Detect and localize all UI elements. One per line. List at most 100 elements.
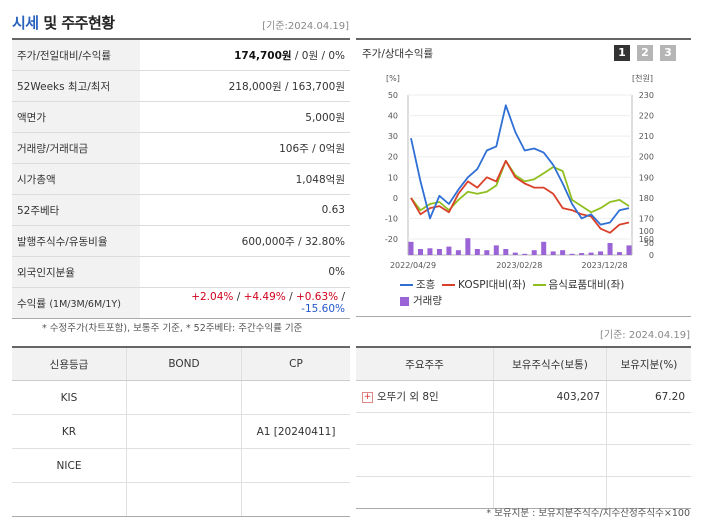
chart-tab-1[interactable]: 1 (614, 45, 630, 61)
cell: KIS (12, 380, 127, 415)
right-tick-label: 220 (639, 112, 654, 121)
company-price-line (410, 104, 630, 226)
price-change: / 0원 / 0% (291, 49, 345, 62)
holders-reference-date: [기준: 2024.04.19] (599, 330, 690, 341)
left-tick-label: 10 (388, 173, 398, 182)
cell (126, 448, 242, 483)
return-label: 수익률 (17, 297, 46, 310)
col-header: 주요주주 (356, 347, 494, 381)
chart-tab-3[interactable]: 3 (660, 45, 676, 61)
quote-label: 52주베타 (12, 194, 140, 226)
volume-bar (569, 253, 575, 255)
return-1y: -15.60% (301, 303, 345, 315)
volume-bar (579, 253, 585, 255)
return-periods: (1M/3M/6M/1Y) (49, 298, 121, 310)
table-row: KR A1 [20240411] (12, 414, 350, 449)
quote-value: 600,000주 / 32.80% (140, 225, 350, 257)
quote-table: 주가/전일대비/수익률 174,700원 / 0원 / 0% 52Weeks 최… (12, 38, 350, 319)
credit-header: 신용등급 BOND CP (12, 347, 350, 381)
volume-bar (617, 252, 623, 255)
cell (356, 444, 494, 477)
right-tick-label: 170 (639, 214, 654, 223)
chart-title: 주가/상대수익률 (362, 48, 434, 60)
table-row (356, 476, 691, 509)
quote-value: 0% (140, 256, 350, 288)
holders-header: 주요주주 보유주식수(보통) 보유지분(%) (356, 347, 691, 381)
quote-row-shares: 발행주식수/유동비율 600,000주 / 32.80% (12, 225, 350, 257)
col-header: CP (241, 347, 350, 381)
right-tick-label: 160 (639, 235, 654, 244)
quote-row-foreign: 외국인지분율 0% (12, 256, 350, 288)
quote-row-52weeks: 52Weeks 최고/최저 218,000원 / 163,700원 (12, 70, 350, 102)
quote-value: 218,000원 / 163,700원 (140, 70, 350, 102)
cell (126, 414, 242, 449)
separator: / (338, 291, 345, 303)
price-relative-return-chart: [%] [천원] 50 230 40 220 30 210 20 200 10 190 0 180 -1… (385, 73, 654, 270)
volume-bar (474, 249, 480, 255)
volume-bar (484, 250, 490, 255)
credit-rating-table: 신용등급 BOND CP KIS KR A1 [20240411] NICE (12, 346, 350, 517)
cell (12, 482, 127, 517)
left-tick-label: 40 (388, 112, 398, 121)
left-tick-label: 30 (388, 132, 398, 141)
legend-volume: 거래량 (400, 293, 442, 308)
legend-swatch (442, 284, 456, 286)
quote-label: 액면가 (12, 101, 140, 133)
cell (241, 380, 350, 415)
separator: / (285, 291, 296, 303)
volume-bar (446, 246, 452, 255)
cell (126, 380, 242, 415)
table-row: + 오뚜기 외 8인 403,207 67.20 (356, 380, 691, 413)
volume-bar (560, 250, 566, 255)
x-tick-label: 2023/02/28 (496, 261, 542, 270)
cell (606, 476, 691, 509)
volume-bar (408, 241, 414, 255)
quote-value: 106주 / 0억원 (140, 132, 350, 164)
right-tick-label: 180 (639, 194, 654, 203)
quote-footnote: * 수정주가(차트포함), 보통주 기준, * 52주베타: 주간수익률 기준 (42, 323, 303, 334)
volume-tick-label: 100 (639, 227, 654, 236)
volume-bar (626, 245, 632, 255)
right-tick-label: 230 (639, 91, 654, 100)
x-tick-label: 2022/04/29 (390, 261, 436, 270)
sector-relative-line (410, 159, 630, 214)
cell (356, 476, 494, 509)
volume-bar (522, 253, 528, 255)
cell: 403,207 (493, 380, 607, 413)
quote-row-return: 수익률 (1M/3M/6M/1Y) +2.04% / +4.49% / +0.6… (12, 287, 350, 319)
x-tick-label: 2023/12/28 (582, 261, 628, 270)
volume-bar (550, 251, 556, 255)
table-row: KIS (12, 380, 350, 415)
return-1m: +2.04% (191, 291, 234, 303)
chart-legend: 조흥 KOSPI대비(좌) 음식료품대비(좌) (400, 277, 624, 292)
shareholder-link[interactable]: 오뚜기 외 8인 (377, 391, 439, 403)
major-shareholders-table: 주요주주 보유주식수(보통) 보유지분(%) + 오뚜기 외 8인 403,207… (356, 346, 691, 509)
left-tick-label: 0 (393, 194, 398, 203)
quote-row-volume: 거래량/거래대금 106주 / 0억원 (12, 132, 350, 164)
section-title: 시세 및 주주현황 (12, 12, 115, 33)
quote-value: 0.63 (140, 194, 350, 226)
right-tick-label: 190 (639, 173, 654, 182)
left-axis-unit: [%] (386, 74, 400, 83)
cell (493, 412, 607, 445)
quote-label: 외국인지분율 (12, 256, 140, 288)
quote-row-par: 액면가 5,000원 (12, 101, 350, 133)
table-row (356, 412, 691, 445)
cell (493, 476, 607, 509)
price-value: 174,700원 (234, 49, 292, 62)
chart-panel (356, 38, 691, 317)
cell (241, 448, 350, 483)
volume-bar (531, 250, 537, 255)
kospi-relative-line (410, 159, 630, 234)
volume-bar (598, 251, 604, 255)
expand-plus-icon[interactable]: + (362, 391, 373, 403)
volume-bar (607, 243, 613, 255)
right-axis-unit: [천원] (632, 73, 653, 83)
return-3m: +4.49% (243, 291, 286, 303)
chart-tab-2[interactable]: 2 (637, 45, 653, 61)
quote-label: 52Weeks 최고/최저 (12, 70, 140, 102)
volume-bar (417, 249, 423, 255)
volume-bar (588, 252, 594, 255)
cell (356, 412, 494, 445)
cell (606, 412, 691, 445)
